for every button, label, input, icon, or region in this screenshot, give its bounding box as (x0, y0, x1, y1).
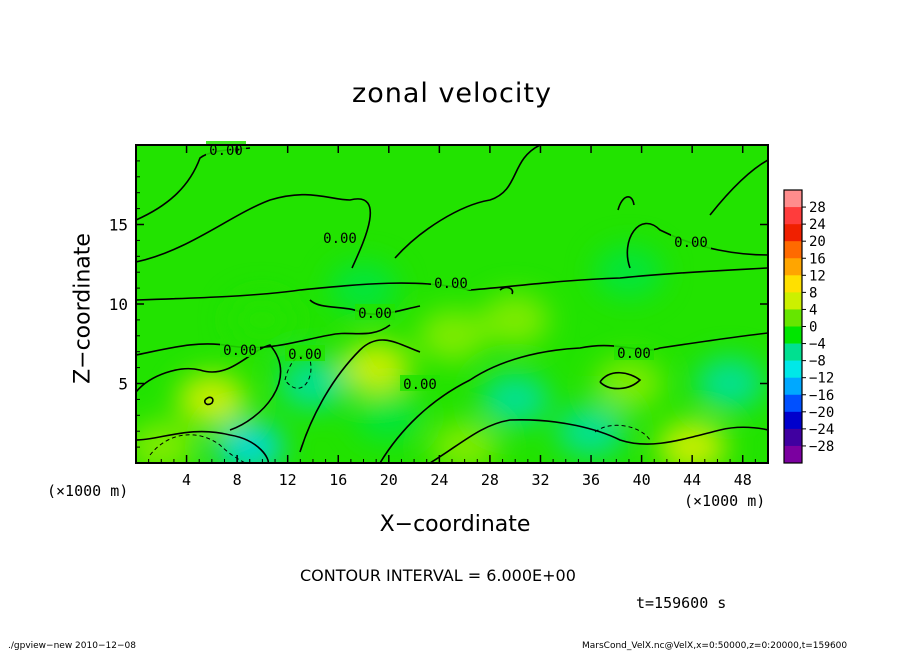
colorbar-swatch (784, 360, 802, 378)
field-blob (278, 357, 347, 410)
colorbar-swatch (784, 224, 802, 242)
contour-label-bg (320, 229, 360, 245)
chart-title: zonal velocity (352, 78, 552, 109)
colorbar-label: −12 (809, 371, 834, 387)
x-axis-label: X−coordinate (379, 512, 531, 537)
y-axis: 5 10 15 (109, 160, 768, 448)
colorbar-swatch (784, 343, 802, 361)
colorbar-swatch (784, 190, 802, 208)
field-blob (481, 293, 550, 346)
field-blob (329, 262, 398, 315)
colorbar-swatch (784, 428, 802, 447)
colorbar-swatch (784, 241, 802, 259)
colorbar-swatch (784, 377, 802, 396)
x-tick-label: 48 (734, 471, 752, 489)
field-blob (696, 357, 765, 410)
contour-interval-text: CONTOUR INTERVAL = 6.000E+00 (300, 566, 576, 585)
x-tick-label: 8 (233, 471, 242, 489)
contour-label-bg (614, 344, 654, 360)
colorbar-label: 24 (809, 217, 826, 233)
x-axis: 4 8 12 16 20 24 28 32 36 40 44 48 (148, 145, 756, 489)
colorbar-label: −4 (809, 337, 826, 353)
field-blob (342, 341, 411, 394)
colorbar-swatch (784, 275, 802, 293)
field-blob (594, 246, 663, 299)
contour-label-bg (285, 345, 325, 361)
y-tick-label: 10 (109, 295, 128, 314)
colorbar-swatch (784, 309, 802, 327)
field-blob (430, 421, 499, 463)
field-blob (215, 421, 284, 463)
colorbar-swatch (784, 326, 802, 344)
colorbar-label: 4 (809, 302, 817, 318)
x-tick-label: 4 (182, 471, 191, 489)
x-tick-label: 16 (329, 471, 347, 489)
field-blob (594, 357, 663, 410)
y-axis-label: Z−coordinate (70, 233, 96, 384)
velocity-field (136, 145, 768, 463)
colorbar-swatch (784, 207, 802, 225)
colorbar-label: 12 (809, 268, 826, 284)
contour-label-bg (431, 274, 471, 290)
field-blob (136, 421, 196, 463)
field-blob (354, 389, 423, 442)
contour-label: 0.00 (617, 346, 651, 362)
x-tick-label: 44 (683, 471, 701, 489)
contour-label-bg (400, 375, 440, 391)
colorbar-swatch (784, 292, 802, 310)
contour-label-bg (355, 304, 395, 320)
contour-label-bg (671, 233, 711, 249)
colorbar-label: −24 (809, 422, 834, 438)
field-blob (658, 421, 727, 463)
colorbar-swatch (784, 394, 802, 413)
x-unit-label-left: (×1000 m) (47, 482, 129, 500)
time-text: t=159600 s (636, 594, 727, 612)
colorbar-swatch (784, 258, 802, 276)
contour-label: 0.00 (323, 231, 357, 247)
field-blob (557, 405, 626, 458)
colorbar-label: −20 (809, 405, 834, 421)
field-blob (418, 309, 486, 362)
x-unit-label-right: (×1000 m) (684, 492, 766, 510)
contour-label: 0.00 (434, 276, 468, 292)
colorbar-label: −16 (809, 388, 834, 404)
x-tick-label: 20 (380, 471, 398, 489)
y-tick-label: 15 (109, 216, 128, 235)
colorbar-swatch (784, 411, 802, 430)
x-tick-label: 12 (279, 471, 297, 489)
colorbar-label: 0 (809, 320, 817, 336)
colorbar-label: 8 (809, 285, 817, 301)
field-blob (228, 293, 297, 346)
x-tick-label: 32 (531, 471, 549, 489)
colorbar-label: −28 (809, 439, 834, 455)
footer-data-source: MarsCond_VelX.nc@VelX,x=0:50000,z=0:2000… (582, 641, 848, 651)
contour-label-group: 0.00 0.00 0.00 0.00 0.00 0.00 0.00 0.00 0.00 (206, 141, 711, 393)
contour-label-bg (220, 341, 260, 357)
colorbar-label: 20 (809, 234, 826, 250)
x-tick-label: 28 (481, 471, 499, 489)
colorbar-label: 16 (809, 251, 826, 267)
x-tick-label: 36 (582, 471, 600, 489)
y-tick-label: 5 (118, 375, 128, 394)
contour-label: 0.00 (674, 235, 708, 251)
contour-label: 0.00 (223, 343, 257, 359)
footer-program-info: ./gpview−new 2010−12−08 (8, 641, 136, 651)
contour-label: 0.00 (288, 347, 322, 363)
colorbar-swatch (784, 445, 802, 464)
x-tick-label: 24 (430, 471, 448, 489)
x-tick-label: 40 (633, 471, 651, 489)
contour-label: 0.00 (358, 306, 392, 322)
field-blob (481, 373, 550, 426)
contour-label: 0.00 (209, 143, 243, 159)
contour-label: 0.00 (403, 377, 437, 393)
colorbar-label: 28 (809, 200, 826, 216)
field-blob (177, 373, 246, 426)
colorbar-label: −8 (809, 354, 826, 370)
